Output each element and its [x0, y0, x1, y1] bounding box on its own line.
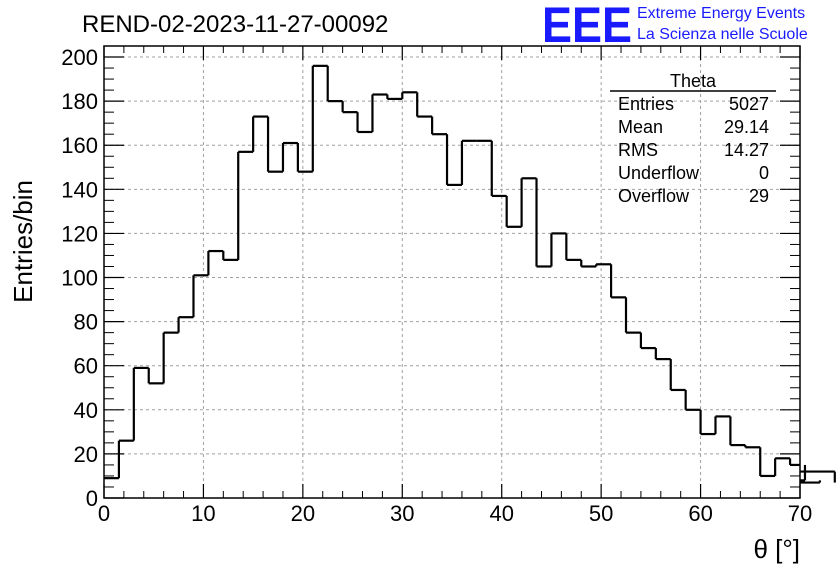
stats-row-label: Underflow: [618, 163, 700, 183]
logo-line-2: La Scienza nelle Scuole: [637, 26, 808, 43]
x-tick-label: 30: [390, 501, 414, 526]
x-axis-title: θ [°]: [753, 534, 800, 564]
stats-row-value: 0: [759, 163, 769, 183]
y-tick-label: 160: [61, 133, 98, 158]
y-tick-label: 140: [61, 177, 98, 202]
y-axis-title: Entries/bin: [8, 180, 38, 303]
eee-logo: EEE Extreme Energy Events La Scienza nel…: [542, 0, 808, 53]
x-tick-label: 10: [191, 501, 215, 526]
y-tick-label: 40: [74, 398, 98, 423]
x-tick-label: 20: [291, 501, 315, 526]
y-tick-label: 100: [61, 266, 98, 291]
stats-row-value: 29.14: [724, 117, 769, 137]
x-tick-label: 40: [489, 501, 513, 526]
tick-labels: 0 10 20 30 40 50 60 70 0 20 40 60 80 100 120 140 160 180 2…: [61, 45, 812, 526]
logo-line-1: Extreme Energy Events: [637, 5, 805, 22]
y-tick-label: 180: [61, 89, 98, 114]
stats-row-value: 29: [749, 186, 769, 206]
stats-row-label: Overflow: [618, 186, 690, 206]
chart-title: REND-02-2023-11-27-00092: [82, 11, 388, 38]
x-tick-label: 60: [688, 501, 712, 526]
y-tick-label: 0: [86, 486, 98, 511]
stats-row-label: RMS: [618, 140, 658, 160]
stats-title: Theta: [670, 71, 717, 91]
stats-row-value: 14.27: [724, 140, 769, 160]
histogram-series: [104, 64, 836, 484]
y-tick-label: 20: [74, 442, 98, 467]
x-tick-label: 50: [589, 501, 613, 526]
stats-row-label: Entries: [618, 94, 674, 114]
stats-box: Theta Entries 5027 Mean 29.14 RMS 14.27 Underf…: [610, 71, 776, 206]
eee-logo-mark: EEE: [542, 0, 632, 53]
y-tick-label: 200: [61, 45, 98, 70]
x-tick-label: 70: [788, 501, 812, 526]
plot-frame: [103, 45, 801, 499]
stats-row-value: 5027: [729, 94, 769, 114]
y-tick-label: 60: [74, 354, 98, 379]
grid-lines: [104, 46, 800, 498]
y-tick-label: 120: [61, 221, 98, 246]
x-tick-label: 0: [98, 501, 110, 526]
y-tick-label: 80: [74, 310, 98, 335]
stats-row-label: Mean: [618, 117, 663, 137]
stats-rows: Entries 5027 Mean 29.14 RMS 14.27 Underflow 0 Ov…: [618, 94, 769, 206]
